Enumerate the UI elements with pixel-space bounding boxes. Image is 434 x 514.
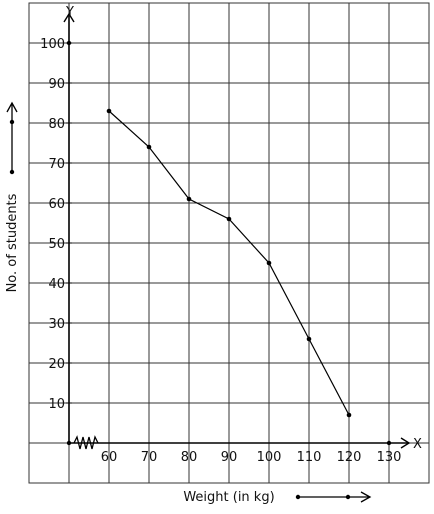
x-axis-letter: X (413, 437, 422, 452)
axes (63, 12, 411, 450)
ylabel-arrow-head (6, 101, 18, 113)
x-tick-label: 100 (257, 450, 282, 465)
grid (28, 2, 430, 484)
decorations (6, 101, 372, 503)
x-tick-label: 120 (337, 450, 362, 465)
x-tick-label: 90 (221, 450, 238, 465)
ylabel-arrow-dot (9, 119, 15, 125)
y-tick-label: 90 (48, 77, 65, 92)
data-point (186, 196, 192, 202)
data-point (306, 336, 312, 342)
origin-dot (66, 440, 72, 446)
y-tick-label: 10 (48, 397, 65, 412)
xlabel-arrow-head (360, 491, 372, 503)
axis-labels: No. of students Weight (in kg) X Y (5, 5, 422, 505)
ylabel-arrow-dot (9, 169, 15, 175)
y-tick-label: 30 (48, 317, 65, 332)
tick-labels: 10 20 30 40 50 60 70 80 90 100 60 70 80 90 100 110 120 13… (40, 37, 401, 465)
data-point (146, 144, 152, 150)
x-tick-label: 130 (377, 450, 402, 465)
axis-break-zigzag (73, 435, 99, 450)
y-tick-label: 60 (48, 197, 65, 212)
x-max-dot (386, 440, 392, 446)
data-point (106, 108, 112, 114)
y-tick-label: 80 (48, 117, 65, 132)
y-axis-label: No. of students (5, 193, 20, 292)
x-axis-label: Weight (in kg) (183, 490, 274, 505)
x-tick-label: 80 (181, 450, 198, 465)
y-tick-label: 100 (40, 37, 65, 52)
y-axis-letter: Y (65, 5, 74, 20)
x-axis-arrow (400, 437, 411, 449)
y-tick-label: 70 (48, 157, 65, 172)
x-tick-label: 110 (297, 450, 322, 465)
y-max-dot (66, 40, 72, 46)
data-point (266, 260, 272, 266)
x-tick-label: 60 (101, 450, 118, 465)
y-axis-arrow (63, 12, 75, 23)
xlabel-arrow-dot (345, 494, 351, 500)
series (106, 108, 352, 418)
y-tick-label: 40 (48, 277, 65, 292)
data-point (226, 216, 232, 222)
y-tick-label: 20 (48, 357, 65, 372)
x-tick-label: 70 (141, 450, 158, 465)
y-tick-label: 50 (48, 237, 65, 252)
data-point (346, 412, 352, 418)
xlabel-arrow-dot (295, 494, 301, 500)
